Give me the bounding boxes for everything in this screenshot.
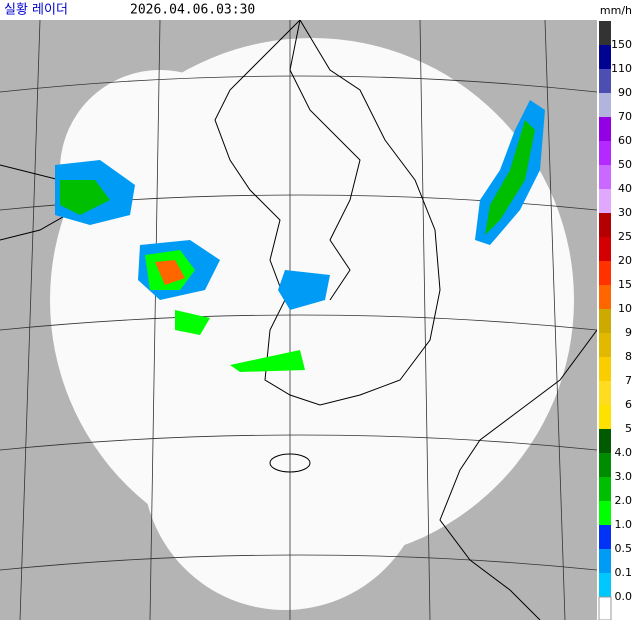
legend-swatch bbox=[599, 285, 611, 309]
legend: 150 110 90 70 60 50 40 30 25 20 15 10 9 8 7 6 5 4.0 3.0 2.0… bbox=[598, 21, 633, 621]
legend-label: 15 bbox=[618, 278, 632, 291]
legend-label: 10 bbox=[618, 302, 632, 315]
legend-swatch bbox=[599, 309, 611, 333]
legend-swatch bbox=[599, 69, 611, 93]
legend-label: 4.0 bbox=[615, 446, 633, 459]
legend-label: 0.0 bbox=[615, 590, 633, 603]
legend-label: 90 bbox=[618, 86, 632, 99]
legend-swatch bbox=[599, 333, 611, 357]
legend-swatch bbox=[599, 501, 611, 525]
legend-label: 2.0 bbox=[615, 494, 633, 507]
legend-swatch bbox=[599, 405, 611, 429]
legend-swatch bbox=[599, 21, 611, 45]
legend-label: 3.0 bbox=[615, 470, 633, 483]
legend-label: 8 bbox=[625, 350, 632, 363]
legend-swatch bbox=[599, 93, 611, 117]
coastline bbox=[0, 20, 597, 620]
legend-swatch bbox=[599, 525, 611, 549]
legend-swatch bbox=[599, 117, 611, 141]
legend-label: 60 bbox=[618, 134, 632, 147]
legend-swatch bbox=[599, 453, 611, 477]
legend-swatch bbox=[599, 381, 611, 405]
legend-label: 150 bbox=[611, 38, 632, 51]
legend-label: 50 bbox=[618, 158, 632, 171]
legend-swatch bbox=[599, 213, 611, 237]
legend-swatch bbox=[599, 165, 611, 189]
legend-swatch bbox=[599, 573, 611, 597]
legend-swatch bbox=[599, 477, 611, 501]
legend-swatch bbox=[599, 189, 611, 213]
grid bbox=[0, 20, 597, 620]
legend-label: 70 bbox=[618, 110, 632, 123]
legend-swatch bbox=[599, 549, 611, 573]
legend-swatch bbox=[599, 261, 611, 285]
legend-swatch bbox=[598, 596, 612, 621]
legend-label: 0.1 bbox=[615, 566, 633, 579]
legend-label: 30 bbox=[618, 206, 632, 219]
legend-label: 6 bbox=[625, 398, 632, 411]
legend-label: 40 bbox=[618, 182, 632, 195]
legend-swatch bbox=[599, 429, 611, 453]
precipitation bbox=[55, 100, 545, 372]
legend-label: 1.0 bbox=[615, 518, 633, 531]
legend-swatch bbox=[599, 357, 611, 381]
legend-label: 7 bbox=[625, 374, 632, 387]
legend-label: 25 bbox=[618, 230, 632, 243]
legend-label: 110 bbox=[611, 62, 632, 75]
map bbox=[0, 20, 597, 620]
legend-label: 5 bbox=[625, 422, 632, 435]
legend-label: 0.5 bbox=[615, 542, 633, 555]
legend-swatch bbox=[599, 237, 611, 261]
legend-label: 9 bbox=[625, 326, 632, 339]
legend-swatch bbox=[599, 45, 611, 69]
legend-label: 20 bbox=[618, 254, 632, 267]
timestamp: 2026.04.06.03:30 bbox=[130, 3, 255, 18]
legend-swatch bbox=[599, 141, 611, 165]
unit-label: mm/h bbox=[600, 4, 632, 17]
page-title: 실황 레이더 bbox=[4, 3, 68, 18]
